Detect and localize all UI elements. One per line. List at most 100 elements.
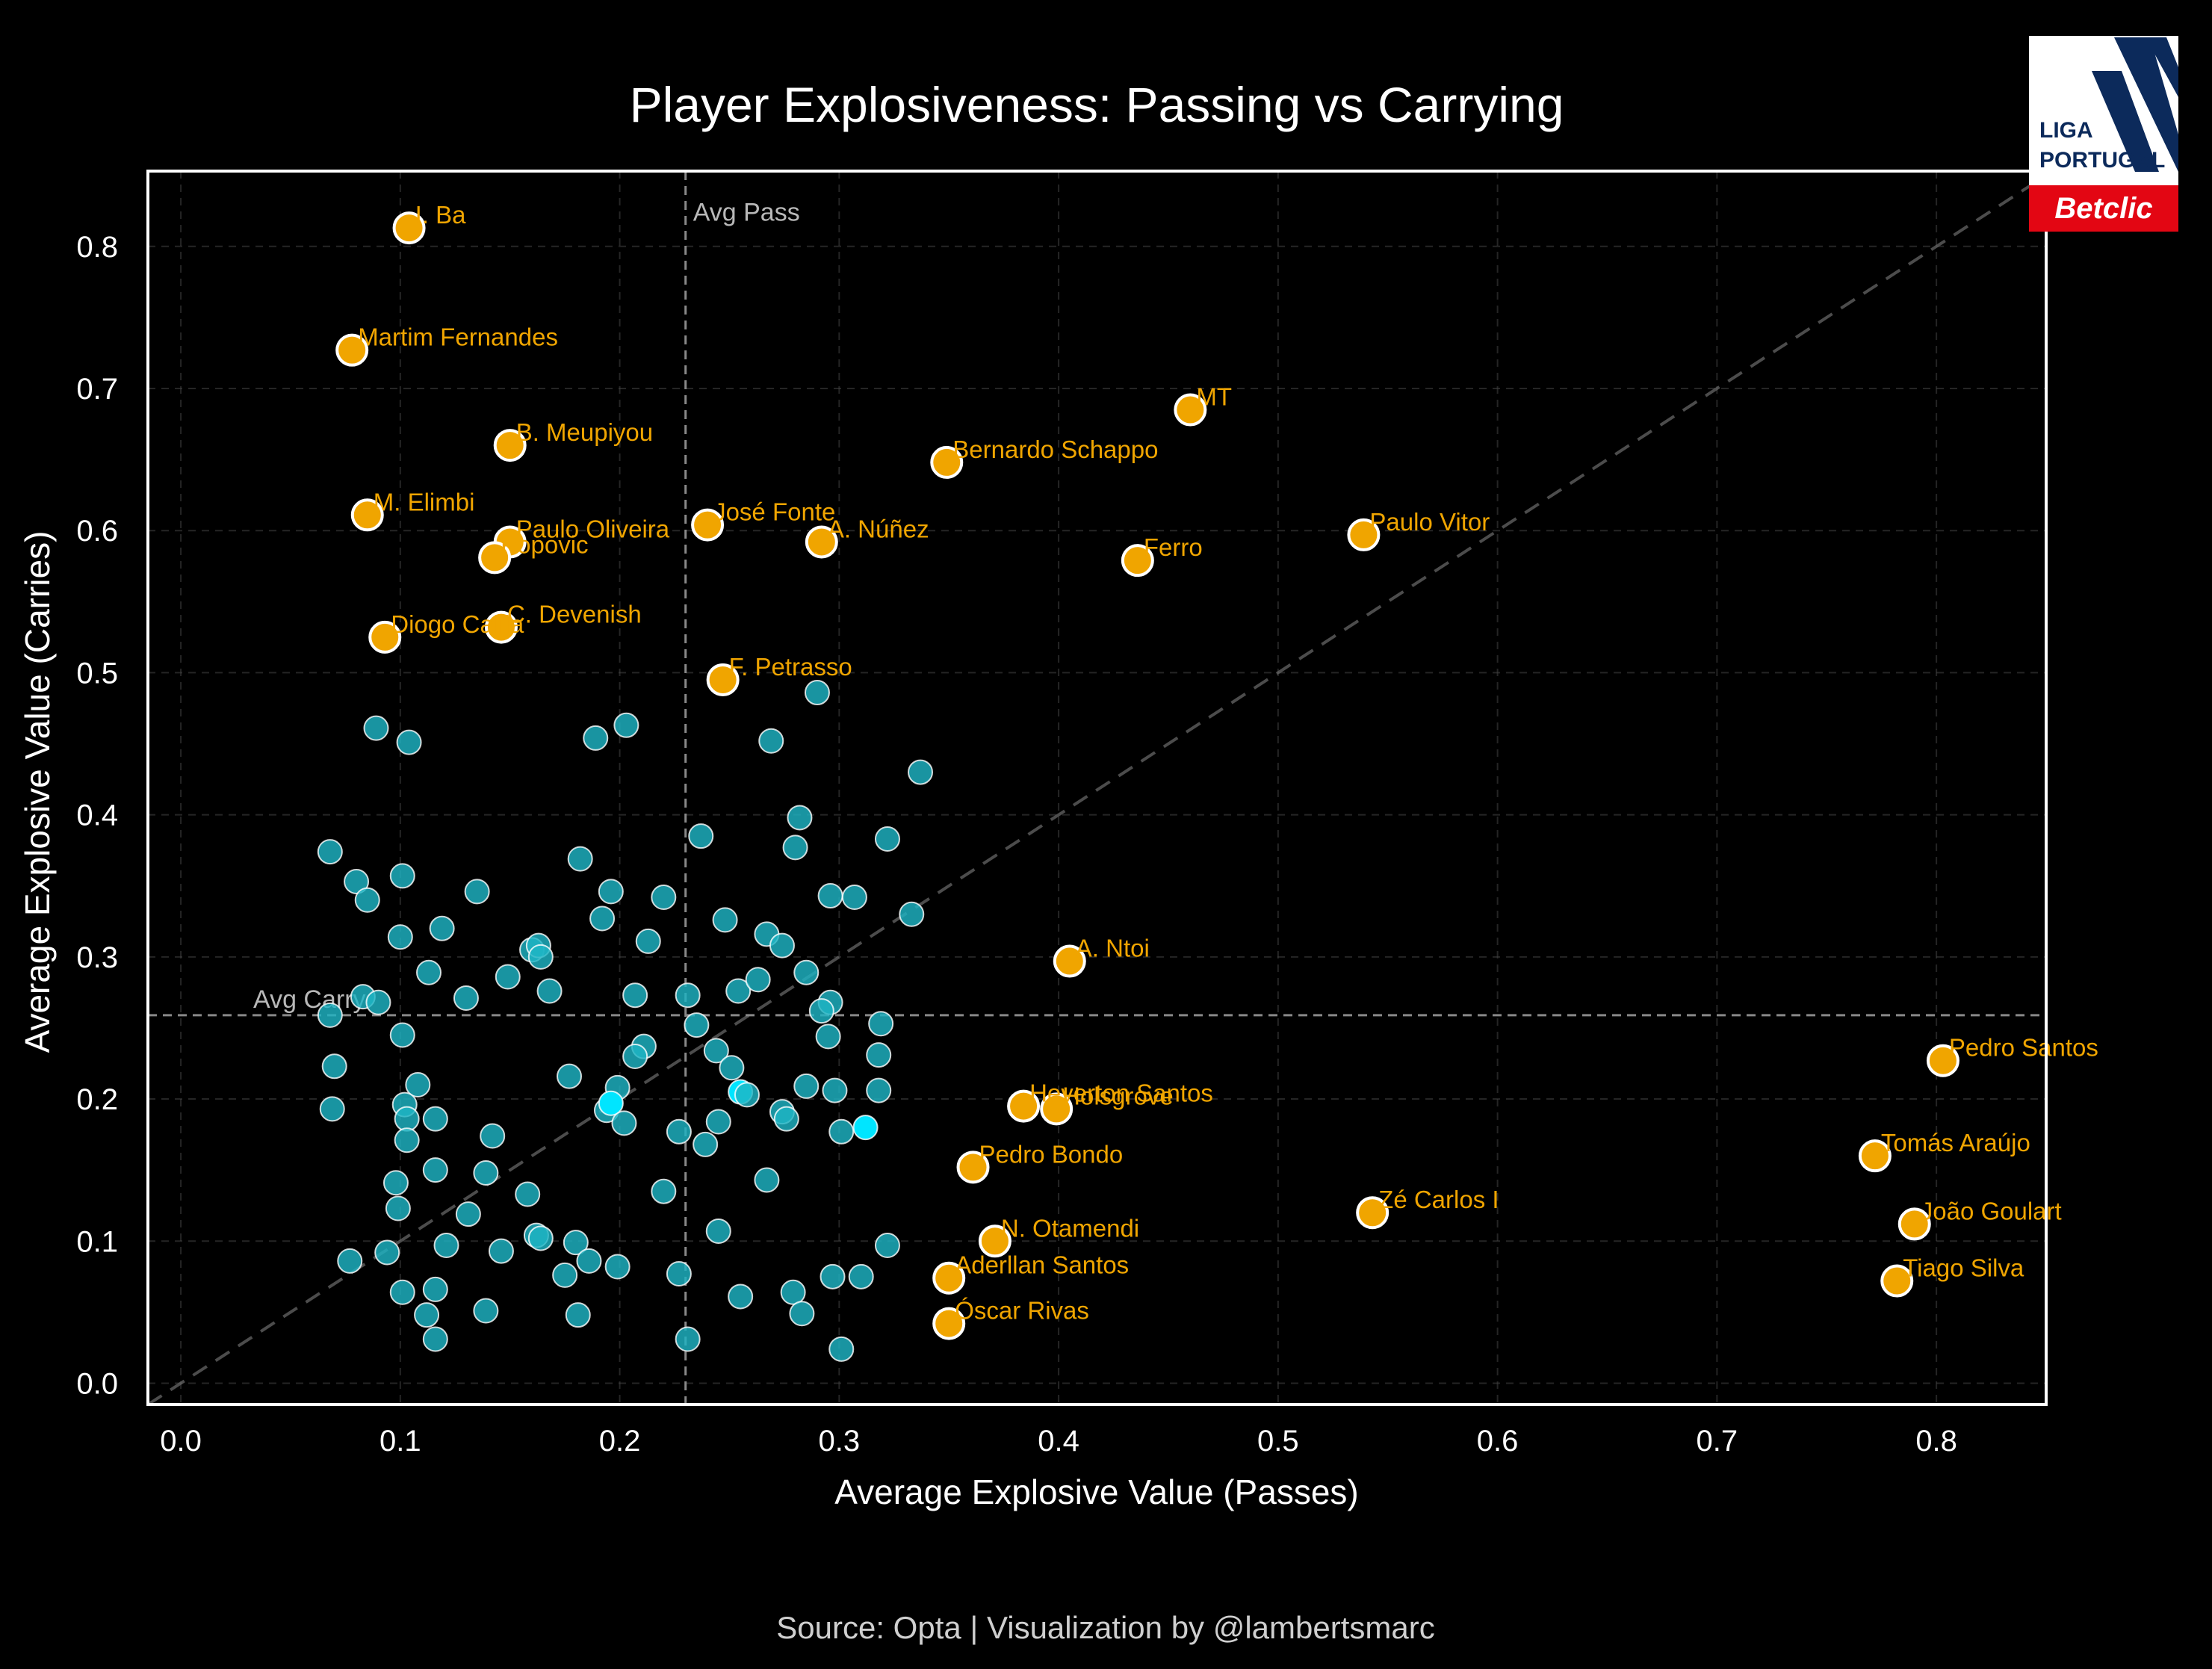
- highlighted-player-point: [1121, 544, 1154, 578]
- avg-pass-label: Avg Pass: [693, 199, 800, 227]
- player-label: Popovic: [501, 530, 588, 558]
- x-axis-label: Average Explosive Value (Passes): [834, 1473, 1358, 1511]
- player-point: [793, 959, 820, 985]
- player-point: [464, 879, 490, 905]
- player-point: [598, 879, 624, 905]
- x-tick-label: 0.6: [1477, 1425, 1519, 1458]
- x-tick-label: 0.2: [599, 1425, 641, 1458]
- player-point: [536, 978, 563, 1004]
- player-point: [604, 1254, 631, 1280]
- player-point: [828, 1118, 855, 1145]
- highlighted-player-point: [1007, 1089, 1041, 1123]
- x-tick-label: 0.7: [1697, 1425, 1738, 1458]
- player-point: [782, 834, 808, 861]
- player-point: [848, 1263, 874, 1289]
- player-point: [874, 826, 900, 852]
- y-tick-label: 0.2: [76, 1083, 118, 1116]
- player-point: [817, 883, 843, 909]
- player-label: Bernardo Schappo: [952, 436, 1158, 463]
- player-point: [455, 1201, 481, 1227]
- player-point: [557, 1063, 583, 1089]
- player-point: [705, 1218, 731, 1244]
- player-point: [675, 982, 701, 1009]
- player-point: [317, 1002, 343, 1028]
- player-point: [495, 964, 521, 990]
- player-point: [611, 1110, 637, 1136]
- player-point: [719, 1055, 745, 1081]
- highlighted-player-point: [691, 508, 725, 542]
- player-label: Heverton Santos: [1029, 1080, 1213, 1107]
- player-point: [684, 1012, 710, 1038]
- player-point: [394, 1127, 420, 1154]
- player-label: Ferro: [1144, 533, 1203, 561]
- player-point: [405, 1072, 431, 1098]
- player-point: [589, 905, 616, 932]
- player-point: [804, 680, 830, 706]
- x-tick-label: 0.0: [160, 1425, 202, 1458]
- player-point: [908, 759, 934, 785]
- player-point: [382, 1170, 409, 1196]
- player-point: [705, 1109, 731, 1135]
- logo-brand: Betclic: [2054, 192, 2152, 225]
- player-point: [712, 907, 738, 933]
- player-point: [563, 1230, 589, 1256]
- player-point: [852, 1115, 879, 1141]
- highlighted-player-point: [1174, 393, 1207, 427]
- player-point: [820, 1263, 846, 1289]
- player-point: [675, 1326, 701, 1352]
- y-tick-label: 0.6: [76, 515, 118, 548]
- player-point: [576, 1248, 602, 1274]
- player-point: [745, 967, 771, 993]
- player-label: Pedro Bondo: [979, 1140, 1124, 1168]
- player-point: [363, 715, 389, 741]
- player-point: [787, 805, 813, 831]
- highlighted-player-point: [335, 333, 369, 367]
- player-point: [666, 1261, 692, 1287]
- player-point: [734, 1082, 760, 1108]
- highlighted-player-point: [493, 429, 527, 462]
- player-point: [583, 725, 609, 751]
- player-label: I. Ba: [415, 201, 467, 229]
- highlighted-player-point: [978, 1224, 1011, 1258]
- player-label: A. Ntoi: [1076, 935, 1150, 962]
- axis-ticks: 0.0 0.1 0.2 0.3 0.4 0.5 0.6 0.7 0.8 0.0 0.1 0.2 0.3 0…: [76, 231, 1957, 1458]
- reference-lines: Avg Pass Avg Carry: [146, 171, 2048, 1406]
- player-label: Tomás Araújo: [1881, 1129, 2030, 1156]
- player-point: [488, 1238, 514, 1264]
- player-label: Diogo Calila: [391, 610, 524, 638]
- player-point: [773, 1106, 799, 1132]
- player-point: [385, 1195, 411, 1221]
- player-point: [565, 1302, 591, 1328]
- player-point: [416, 959, 442, 985]
- highlighted-player-point: [350, 498, 384, 532]
- player-point: [344, 869, 370, 895]
- y-tick-label: 0.0: [76, 1367, 118, 1400]
- player-label: Pedro Santos: [1949, 1034, 2098, 1062]
- player-point: [473, 1298, 499, 1324]
- player-point: [769, 932, 795, 959]
- x-tick-label: 0.1: [379, 1425, 421, 1458]
- highlighted-player-point: [932, 1307, 966, 1340]
- highlighted-player-point: [1926, 1044, 1959, 1077]
- player-point: [527, 1225, 554, 1251]
- plot-frame: [146, 170, 2048, 1406]
- player-label: F. Petrasso: [729, 653, 852, 681]
- player-point: [828, 1336, 855, 1362]
- highlighted-player-point: [484, 610, 518, 644]
- player-point: [321, 1053, 347, 1080]
- liga-portugal-logo-icon: LIGA PORTUGAL Betclic: [2029, 36, 2178, 232]
- player-point: [365, 989, 391, 1015]
- player-point: [422, 1157, 448, 1183]
- player-point: [422, 1276, 448, 1302]
- player-point: [688, 823, 714, 849]
- y-tick-label: 0.4: [76, 799, 118, 832]
- player-label: N. Otamendi: [1001, 1214, 1139, 1242]
- player-point: [725, 978, 752, 1004]
- player-label: João Goulart: [1921, 1197, 2062, 1224]
- highlighted-player-point: [932, 1261, 966, 1295]
- player-label: A. Núñez: [828, 515, 929, 542]
- x-tick-label: 0.5: [1257, 1425, 1299, 1458]
- player-point: [789, 1301, 815, 1327]
- player-point: [422, 1106, 448, 1132]
